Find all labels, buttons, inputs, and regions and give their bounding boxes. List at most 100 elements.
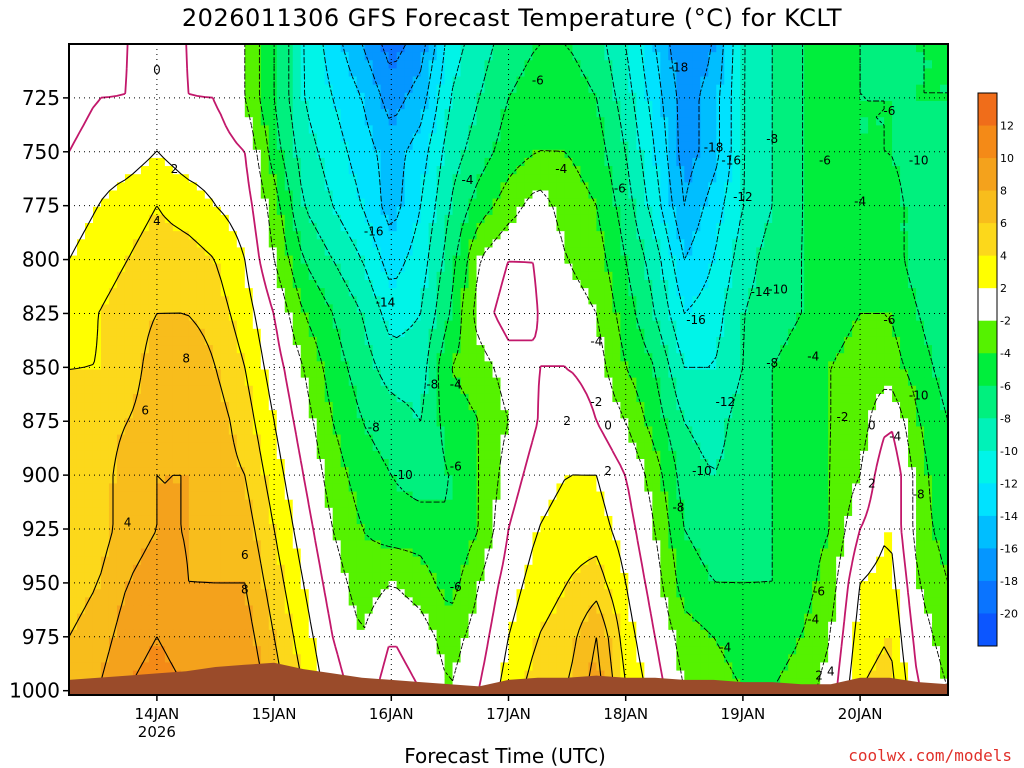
heatmap-cell	[700, 377, 709, 387]
heatmap-cell	[924, 125, 933, 135]
heatmap-cell	[484, 361, 494, 371]
heatmap-cell	[324, 263, 334, 273]
heatmap-cell	[876, 133, 885, 143]
heatmap-cell	[644, 336, 653, 346]
heatmap-cell	[636, 304, 645, 314]
heatmap-cell	[852, 100, 861, 110]
heatmap-cell	[124, 166, 134, 175]
heatmap-cell	[668, 312, 677, 322]
heatmap-cell	[636, 345, 645, 354]
heatmap-cell	[204, 312, 214, 322]
heatmap-cell	[252, 328, 262, 338]
heatmap-cell	[132, 288, 142, 297]
heatmap-cell	[172, 345, 182, 354]
heatmap-cell	[292, 198, 302, 208]
heatmap-cell	[180, 304, 190, 314]
heatmap-cell	[644, 76, 653, 86]
heatmap-cell	[204, 361, 214, 371]
heatmap-cell	[340, 84, 350, 94]
heatmap-cell	[860, 125, 869, 135]
heatmap-cell	[796, 149, 805, 159]
heatmap-cell	[788, 157, 797, 167]
heatmap-cell	[500, 125, 510, 135]
heatmap-cell	[780, 141, 789, 151]
heatmap-cell	[356, 377, 366, 387]
heatmap-cell	[300, 255, 310, 265]
heatmap-cell	[372, 255, 382, 265]
heatmap-cell	[524, 76, 534, 86]
heatmap-cell	[260, 239, 270, 249]
heatmap-cell	[636, 84, 645, 94]
heatmap-cell	[788, 223, 797, 232]
heatmap-cell	[156, 255, 166, 265]
heatmap-cell	[252, 84, 262, 94]
heatmap-cell	[364, 68, 374, 78]
heatmap-cell	[700, 174, 709, 183]
heatmap-cell	[69, 279, 78, 289]
heatmap-cell	[732, 279, 741, 289]
heatmap-cell	[428, 190, 438, 200]
heatmap-cell	[740, 52, 749, 61]
heatmap-cell	[564, 133, 574, 143]
heatmap-cell	[284, 296, 294, 305]
heatmap-cell	[908, 377, 917, 387]
heatmap-cell	[804, 109, 813, 118]
heatmap-cell	[236, 190, 246, 200]
heatmap-cell	[132, 133, 142, 143]
heatmap-cell	[588, 296, 597, 305]
heatmap-cell	[540, 328, 550, 338]
heatmap-cell	[820, 353, 829, 362]
heatmap-cell	[260, 304, 270, 314]
heatmap-cell	[548, 157, 558, 167]
heatmap-cell	[452, 157, 462, 167]
heatmap-cell	[732, 133, 741, 143]
heatmap-cell	[508, 141, 518, 151]
heatmap-cell	[900, 149, 909, 159]
heatmap-cell	[364, 190, 374, 200]
heatmap-cell	[388, 320, 398, 330]
heatmap-cell	[212, 345, 222, 354]
heatmap-cell	[188, 312, 198, 322]
heatmap-cell	[284, 182, 294, 192]
heatmap-cell	[308, 84, 318, 94]
heatmap-cell	[708, 100, 717, 110]
heatmap-cell	[636, 239, 645, 249]
heatmap-cell	[436, 174, 446, 183]
heatmap-cell	[348, 345, 358, 354]
heatmap-cell	[100, 157, 110, 167]
heatmap-cell	[308, 125, 318, 135]
heatmap-cell	[444, 247, 454, 257]
heatmap-cell	[596, 320, 605, 330]
heatmap-cell	[532, 377, 542, 387]
heatmap-cell	[604, 288, 613, 297]
heatmap-cell	[412, 231, 422, 240]
heatmap-cell	[804, 345, 813, 354]
heatmap-cell	[764, 402, 773, 411]
heatmap-cell	[716, 117, 725, 126]
heatmap-cell	[364, 133, 374, 143]
heatmap-cell	[468, 336, 478, 346]
heatmap-cell	[556, 223, 566, 232]
heatmap-cell	[788, 206, 797, 216]
heatmap-cell	[116, 198, 126, 208]
heatmap-cell	[660, 271, 669, 281]
heatmap-cell	[308, 296, 318, 305]
heatmap-cell	[916, 214, 925, 224]
heatmap-cell	[756, 369, 765, 379]
heatmap-cell	[420, 385, 430, 395]
heatmap-cell	[676, 198, 685, 208]
heatmap-cell	[940, 214, 948, 224]
heatmap-cell	[596, 239, 605, 249]
heatmap-cell	[748, 149, 757, 159]
heatmap-cell	[220, 182, 230, 192]
heatmap-cell	[900, 100, 909, 110]
heatmap-cell	[884, 117, 893, 126]
heatmap-cell	[604, 166, 613, 175]
heatmap-cell	[836, 198, 845, 208]
heatmap-cell	[516, 255, 526, 265]
heatmap-cell	[476, 157, 486, 167]
heatmap-cell	[732, 157, 741, 167]
heatmap-cell	[468, 68, 478, 78]
heatmap-cell	[596, 255, 605, 265]
heatmap-cell	[476, 247, 486, 257]
